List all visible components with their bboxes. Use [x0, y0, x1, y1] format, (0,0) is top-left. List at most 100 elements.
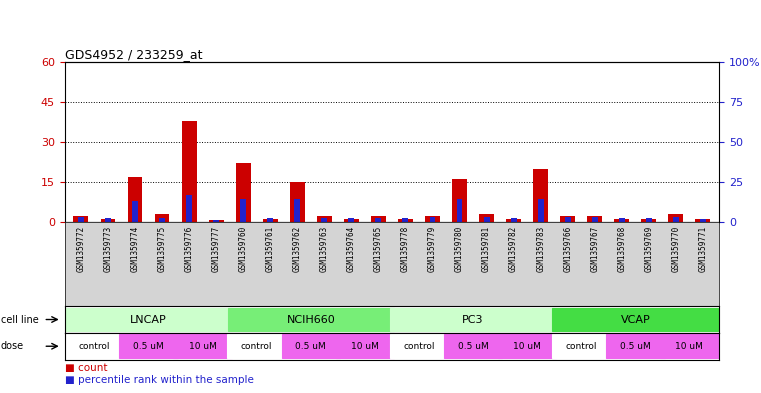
- Bar: [560, 216, 575, 222]
- Bar: [673, 217, 679, 222]
- Text: PC3: PC3: [462, 314, 484, 325]
- Bar: [105, 219, 111, 222]
- Bar: [128, 176, 142, 222]
- Bar: [321, 219, 327, 222]
- Bar: [336, 334, 394, 358]
- Bar: [100, 219, 116, 222]
- Bar: [565, 217, 571, 222]
- Bar: [74, 216, 88, 222]
- Bar: [498, 334, 556, 358]
- Bar: [398, 219, 413, 222]
- Bar: [344, 219, 358, 222]
- Text: 10 uM: 10 uM: [513, 342, 541, 351]
- Bar: [506, 219, 521, 222]
- Text: GSM1359776: GSM1359776: [185, 226, 193, 272]
- Text: ■ count: ■ count: [65, 363, 107, 373]
- Bar: [390, 308, 556, 331]
- Text: 0.5 uM: 0.5 uM: [295, 342, 326, 351]
- Bar: [213, 220, 219, 222]
- Text: cell line: cell line: [1, 314, 39, 325]
- Text: GSM1359765: GSM1359765: [374, 226, 383, 272]
- Text: LNCAP: LNCAP: [130, 314, 167, 325]
- Text: control: control: [241, 342, 272, 351]
- Text: GSM1359770: GSM1359770: [671, 226, 680, 272]
- Bar: [606, 334, 664, 358]
- Bar: [614, 219, 629, 222]
- Bar: [533, 169, 548, 222]
- Bar: [119, 334, 178, 358]
- Bar: [592, 217, 597, 222]
- Bar: [186, 195, 192, 222]
- Bar: [403, 219, 409, 222]
- Text: GSM1359761: GSM1359761: [266, 226, 275, 272]
- Text: GSM1359772: GSM1359772: [76, 226, 85, 272]
- Bar: [228, 308, 393, 331]
- Bar: [65, 308, 231, 331]
- Bar: [78, 217, 84, 222]
- Text: GSM1359763: GSM1359763: [320, 226, 329, 272]
- Bar: [375, 219, 381, 222]
- Text: GSM1359768: GSM1359768: [617, 226, 626, 272]
- Bar: [182, 121, 196, 222]
- Bar: [429, 217, 435, 222]
- Bar: [317, 216, 332, 222]
- Text: VCAP: VCAP: [620, 314, 650, 325]
- Text: control: control: [565, 342, 597, 351]
- Bar: [209, 220, 224, 222]
- Text: GSM1359773: GSM1359773: [103, 226, 113, 272]
- Bar: [511, 219, 517, 222]
- Text: 10 uM: 10 uM: [189, 342, 217, 351]
- Bar: [282, 334, 340, 358]
- Bar: [552, 334, 610, 358]
- Bar: [619, 219, 625, 222]
- Text: 0.5 uM: 0.5 uM: [620, 342, 651, 351]
- Bar: [159, 219, 165, 222]
- Text: GSM1359771: GSM1359771: [699, 226, 708, 272]
- Bar: [587, 216, 602, 222]
- Text: GDS4952 / 233259_at: GDS4952 / 233259_at: [65, 48, 202, 61]
- Bar: [479, 214, 494, 222]
- Bar: [228, 334, 286, 358]
- Text: GSM1359782: GSM1359782: [509, 226, 518, 272]
- Text: control: control: [78, 342, 110, 351]
- Text: GSM1359781: GSM1359781: [482, 226, 491, 272]
- Bar: [646, 219, 652, 222]
- Bar: [552, 308, 718, 331]
- Text: 10 uM: 10 uM: [676, 342, 703, 351]
- Text: GSM1359760: GSM1359760: [239, 226, 247, 272]
- Bar: [65, 334, 123, 358]
- Bar: [457, 199, 463, 222]
- Text: GSM1359774: GSM1359774: [130, 226, 139, 272]
- Bar: [263, 219, 278, 222]
- Bar: [290, 182, 304, 222]
- Bar: [371, 216, 386, 222]
- Bar: [444, 334, 502, 358]
- Text: GSM1359769: GSM1359769: [645, 226, 654, 272]
- Text: GSM1359780: GSM1359780: [455, 226, 464, 272]
- Text: 0.5 uM: 0.5 uM: [457, 342, 489, 351]
- Text: GSM1359779: GSM1359779: [428, 226, 437, 272]
- Text: GSM1359775: GSM1359775: [158, 226, 167, 272]
- Text: ■ percentile rank within the sample: ■ percentile rank within the sample: [65, 375, 253, 385]
- Bar: [240, 199, 246, 222]
- Bar: [483, 217, 489, 222]
- Text: GSM1359777: GSM1359777: [212, 226, 221, 272]
- Bar: [696, 219, 710, 222]
- Text: GSM1359778: GSM1359778: [401, 226, 410, 272]
- Text: dose: dose: [1, 341, 24, 351]
- Text: NCIH660: NCIH660: [286, 314, 335, 325]
- Text: 0.5 uM: 0.5 uM: [133, 342, 164, 351]
- Bar: [295, 199, 301, 222]
- Bar: [154, 214, 170, 222]
- Bar: [668, 214, 683, 222]
- Bar: [390, 334, 448, 358]
- Bar: [236, 163, 250, 222]
- Text: GSM1359767: GSM1359767: [591, 226, 599, 272]
- Text: GSM1359764: GSM1359764: [347, 226, 356, 272]
- Bar: [174, 334, 232, 358]
- Bar: [349, 219, 355, 222]
- Bar: [700, 219, 706, 222]
- Text: GSM1359762: GSM1359762: [293, 226, 302, 272]
- Text: control: control: [403, 342, 435, 351]
- Bar: [267, 219, 273, 222]
